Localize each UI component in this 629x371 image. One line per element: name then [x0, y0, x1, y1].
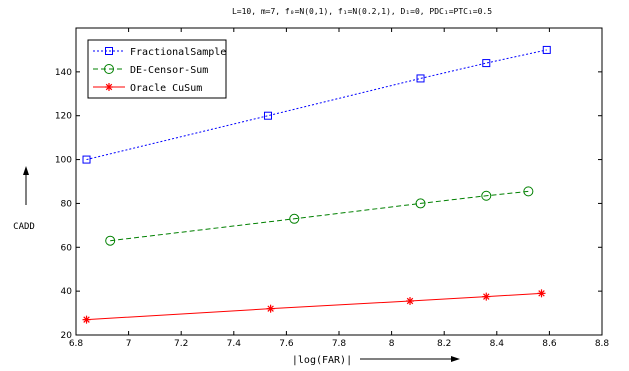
data-point: [105, 235, 116, 246]
series-fractionalsample: [82, 45, 551, 164]
x-tick-label: 7.2: [174, 339, 188, 349]
y-axis-label-arrow-head: [23, 166, 29, 175]
data-point: [289, 213, 300, 224]
data-point: [482, 292, 491, 301]
data-point: [415, 198, 426, 209]
legend: FractionalSample DE-Censor-Sum Oracle CuSu…: [87, 39, 227, 99]
y-tick-label: 80: [61, 199, 73, 209]
legend-entry: Oracle CuSum: [93, 83, 202, 94]
chart-title: L=10, m=7, f₀=N(0,1), f₁=N(0.2,1), D₁=0,…: [232, 7, 492, 16]
x-tick-label: 8.6: [542, 339, 557, 349]
y-tick-label: 60: [61, 243, 73, 253]
data-point: [266, 304, 275, 313]
legend-entry: DE-Censor-Sum: [93, 64, 208, 76]
series-line: [110, 190, 529, 242]
asterisk-stroke: [83, 316, 90, 323]
data-point: [82, 315, 91, 324]
asterisk-stroke: [267, 305, 274, 312]
data-point: [482, 59, 491, 68]
legend-entry: FractionalSample: [93, 47, 226, 58]
asterisk-stroke: [483, 293, 490, 300]
y-tick-label: 20: [61, 331, 73, 341]
y-tick-label: 120: [55, 112, 72, 122]
series-de-censor-sum: [105, 186, 534, 246]
legend-marker: [105, 83, 113, 91]
x-tick-label: 7.4: [227, 339, 242, 349]
y-tick-label: 100: [55, 156, 72, 166]
y-tick-label: 140: [55, 68, 72, 78]
x-tick-label: 6.8: [69, 339, 84, 349]
asterisk-stroke: [538, 290, 545, 297]
data-point: [263, 111, 272, 120]
x-tick-label: 8.4: [490, 339, 505, 349]
x-tick-label: 8.8: [595, 339, 610, 349]
x-tick-label: 7.8: [332, 339, 347, 349]
legend-marker: [104, 64, 114, 74]
axis-ticks: 6.8 7 7.2 7.4 7.6 7.8 8 8.2 8.4 8.6 8.8 20 40 60 80 100…: [55, 28, 610, 349]
data-point: [542, 45, 551, 54]
series-layer: [82, 45, 551, 324]
legend-marker: [105, 47, 113, 55]
x-tick-label: 8.2: [437, 339, 451, 349]
data-point: [537, 289, 546, 298]
data-point: [416, 74, 425, 83]
y-axis-label: CADD: [13, 222, 35, 232]
data-point: [481, 190, 492, 201]
series-line: [86, 49, 547, 161]
x-axis-label: |log(FAR)|: [292, 355, 352, 366]
series-oracle-cusum: [82, 289, 546, 324]
x-tick-label: 7: [126, 339, 132, 349]
data-point: [523, 186, 534, 197]
x-axis-label-arrow-head: [451, 356, 460, 362]
asterisk-stroke: [105, 83, 113, 91]
data-point: [82, 155, 91, 164]
y-tick-label: 40: [61, 287, 73, 297]
legend-label: Oracle CuSum: [130, 83, 202, 94]
x-tick-label: 8: [389, 339, 395, 349]
legend-label: DE-Censor-Sum: [130, 65, 208, 76]
x-tick-label: 7.6: [279, 339, 294, 349]
data-point: [406, 297, 415, 306]
legend-label: FractionalSample: [130, 47, 226, 58]
asterisk-stroke: [406, 297, 414, 305]
